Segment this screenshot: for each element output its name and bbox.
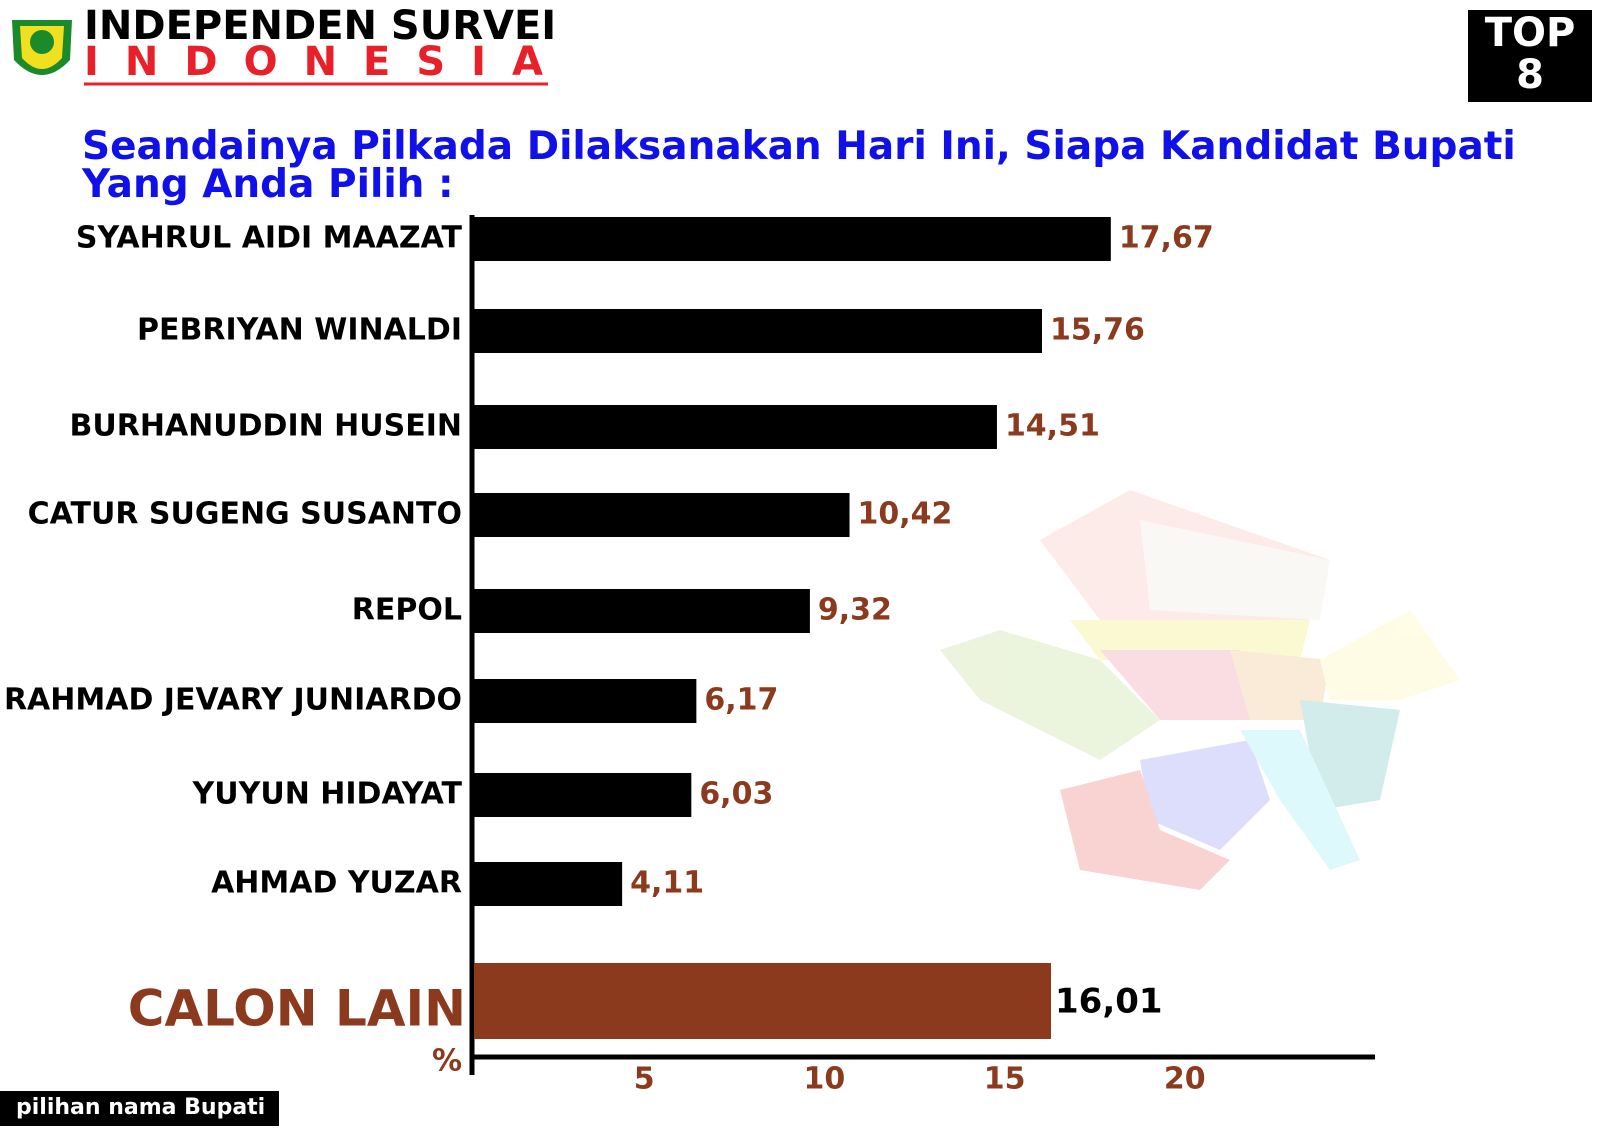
value-label: 14,51 [1005,409,1100,444]
value-label: 10,42 [858,497,953,532]
highlight-value-label: 16,01 [1055,982,1163,1022]
value-label: 15,76 [1050,313,1145,348]
bar [474,589,810,633]
x-axis-label: % [432,1044,462,1079]
x-tick-label: 5 [634,1062,655,1097]
category-label: REPOL [352,593,462,628]
bar [474,405,997,449]
x-tick-label: 20 [1164,1062,1206,1097]
footer-label: pilihan nama Bupati [0,1091,280,1126]
category-label: AHMAD YUZAR [211,866,462,901]
bar [474,679,697,723]
bar [474,493,850,537]
bar [474,963,1052,1039]
value-label: 4,11 [630,866,704,901]
bar [474,773,692,817]
org-country: INDONESIA [84,39,569,85]
value-label: 9,32 [818,593,892,628]
chart-title: Seandainya Pilkada Dilaksanakan Hari Ini… [82,124,1516,207]
category-label: PEBRIYAN WINALDI [137,313,462,348]
org-name: INDEPENDEN SURVEI [84,3,556,49]
logo [12,20,72,75]
category-label: YUYUN HIDAYAT [192,777,463,812]
category-label: SYAHRUL AIDI MAAZAT [76,221,463,256]
category-label: CATUR SUGENG SUSANTO [28,497,462,532]
bar [474,309,1042,353]
background-map [940,490,1460,890]
category-label: RAHMAD JEVARY JUNIARDO [4,683,462,718]
value-label: 6,17 [704,683,778,718]
highlight-category-label: CALON LAIN [128,980,466,1038]
x-tick-label: 10 [804,1062,846,1097]
x-tick-label: 15 [984,1062,1026,1097]
value-label: 17,67 [1119,221,1214,256]
top-badge: TOP 8 [1468,10,1592,102]
bar [474,217,1111,261]
category-label: BURHANUDDIN HUSEIN [70,409,462,444]
bar [474,862,623,906]
value-label: 6,03 [699,777,773,812]
